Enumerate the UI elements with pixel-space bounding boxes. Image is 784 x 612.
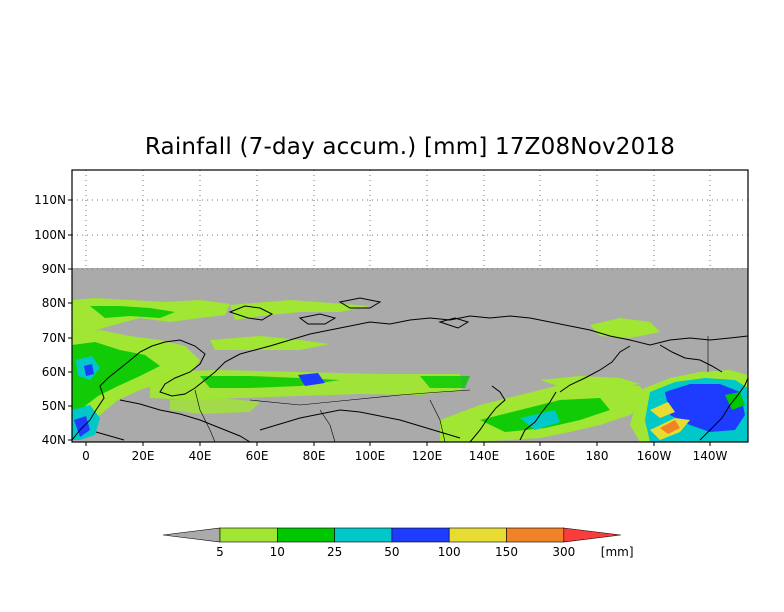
- country-borders: [194, 336, 709, 443]
- lon-tick-label: 140E: [469, 449, 500, 463]
- rain-patch-japan: [520, 410, 560, 430]
- lon-tick-label: 20E: [132, 449, 155, 463]
- legend-threshold-label: 5: [216, 545, 224, 559]
- lon-tick-label: 140W: [693, 449, 728, 463]
- rain-patch-norway-heavy: [84, 364, 94, 376]
- coastlines: [71, 297, 749, 443]
- lon-tick-label: 80E: [303, 449, 326, 463]
- legend-swatch: [563, 527, 621, 543]
- legend-threshold-label: 25: [327, 545, 342, 559]
- rain-patch-west-russia: [210, 336, 330, 350]
- rain-patch-gulf-alaska-orange: [660, 420, 680, 434]
- legend-threshold-label: 10: [270, 545, 285, 559]
- lon-tick-label: 60E: [246, 449, 269, 463]
- lat-tick-label: 70N: [42, 331, 66, 345]
- rain-patch-east-siberian-sea: [590, 318, 660, 338]
- lat-tick-label: 110N: [34, 193, 66, 207]
- legend-swatch: [448, 527, 507, 543]
- lat-tick-label: 40N: [42, 433, 66, 447]
- latitude-axis: 110N 100N 90N 80N 70N 60N 50N 40N: [34, 193, 72, 447]
- legend-threshold-label: 300: [552, 545, 575, 559]
- legend-threshold-label: 100: [438, 545, 461, 559]
- rain-patch-kamchatka: [540, 376, 640, 390]
- rain-patch-west-europe-heavy: [74, 416, 90, 437]
- legend-threshold-label: 50: [384, 545, 399, 559]
- longitude-axis: 0 20E 40E 60E 80E 100E 120E 140E 160E 180 160W 140W: [82, 442, 728, 463]
- rain-patch-north-atlantic-core: [90, 306, 175, 318]
- lon-tick-label: 160E: [525, 449, 556, 463]
- lon-tick-label: 120E: [412, 449, 443, 463]
- lon-tick-label: 160W: [637, 449, 672, 463]
- lon-tick-label: 180: [586, 449, 609, 463]
- legend-threshold-label: 150: [495, 545, 518, 559]
- legend-swatch: [391, 527, 450, 543]
- map-title: Rainfall (7-day accum.) [mm] 17Z08Nov201…: [144, 134, 676, 160]
- rain-patch-siberia-heavy: [298, 373, 325, 386]
- legend-swatch: [334, 527, 393, 543]
- legend-swatch: [162, 527, 221, 543]
- lat-tick-label: 60N: [42, 365, 66, 379]
- lat-tick-label: 90N: [42, 262, 66, 276]
- lon-tick-label: 100E: [355, 449, 386, 463]
- lat-tick-label: 80N: [42, 296, 66, 310]
- lon-tick-label: 0: [82, 449, 90, 463]
- lat-tick-label: 50N: [42, 399, 66, 413]
- color-legend: 5 10 25 50 100 150 300 [mm]: [162, 527, 634, 559]
- legend-swatch: [276, 527, 335, 543]
- lat-tick-label: 100N: [34, 228, 66, 242]
- legend-unit-label: [mm]: [601, 545, 634, 559]
- rainfall-patches: [72, 298, 748, 442]
- plot-frame: [71, 169, 749, 443]
- rain-patch-east-siberia: [420, 376, 470, 388]
- rain-patch-barents: [230, 300, 370, 320]
- legend-swatch: [219, 527, 278, 543]
- lon-tick-label: 40E: [189, 449, 212, 463]
- rain-patch-central-asia: [170, 398, 260, 414]
- legend-swatch: [506, 527, 565, 543]
- rain-patch-gulf-alaska-yellow1: [650, 402, 675, 418]
